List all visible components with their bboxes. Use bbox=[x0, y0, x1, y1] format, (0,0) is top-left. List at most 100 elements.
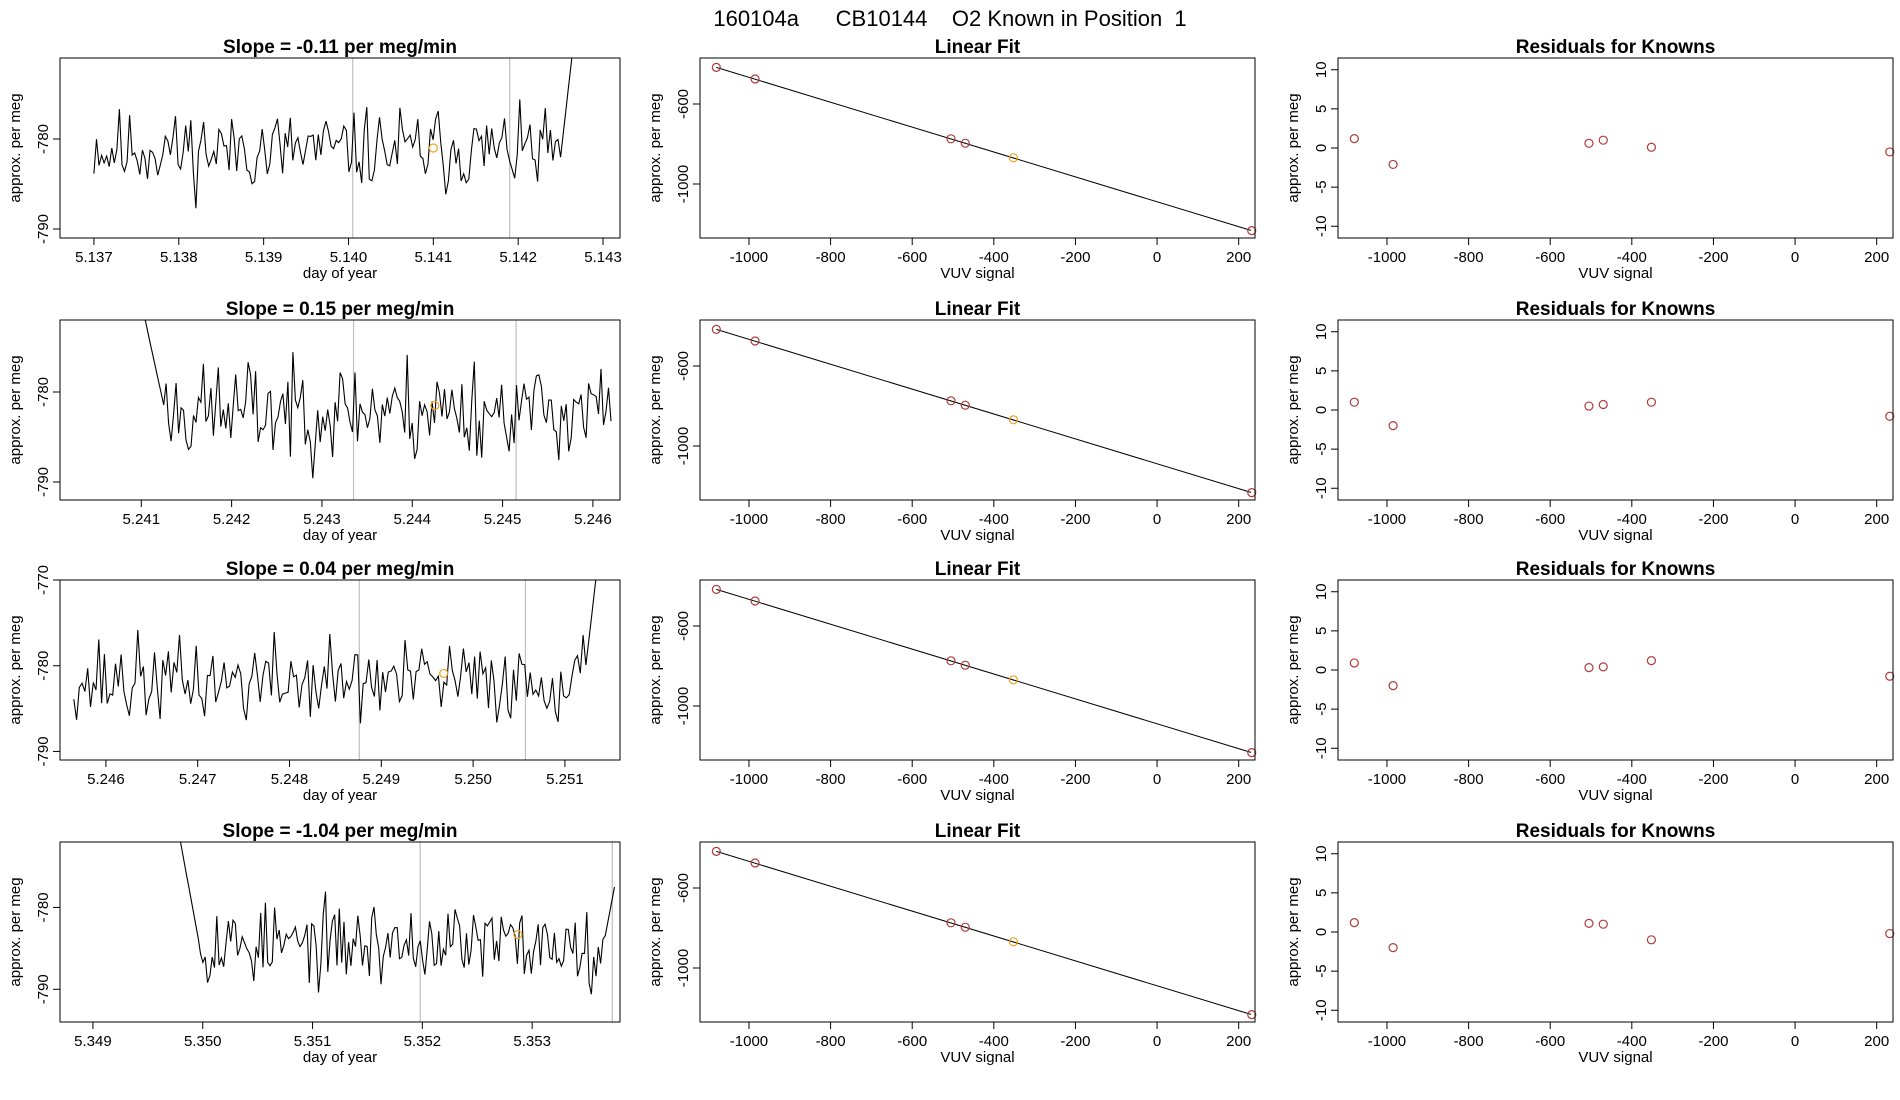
x-tick-label: -200 bbox=[1060, 511, 1090, 528]
x-tick-label: -200 bbox=[1060, 249, 1090, 266]
x-tick-label: 5.142 bbox=[499, 249, 537, 266]
panel-title: Linear Fit bbox=[935, 299, 1021, 320]
x-tick-label: 0 bbox=[1791, 249, 1799, 266]
data-point bbox=[1598, 919, 1608, 929]
panel-1-0: Linear Fit -1000 -800 -600 -400 -200 0 200 VUV s… bbox=[647, 37, 1257, 282]
unknown-point bbox=[1008, 153, 1019, 163]
y-tick-label: -790 bbox=[35, 467, 52, 497]
data-point bbox=[1885, 147, 1895, 157]
x-tick-label: -200 bbox=[1698, 249, 1728, 266]
y-tick-label: -780 bbox=[35, 651, 52, 681]
y-tick-label: -1000 bbox=[675, 165, 692, 203]
x-tick-label: 0 bbox=[1153, 1033, 1161, 1050]
fit-line bbox=[716, 328, 1252, 493]
y-tick-label: -790 bbox=[35, 214, 52, 244]
y-tick-label: 10 bbox=[1313, 61, 1330, 78]
unknown-point bbox=[1008, 937, 1019, 947]
panel-grid: Slope = -0.11 per meg/min 5.137 5.138 5.139… bbox=[7, 37, 1895, 1066]
panel-title: Linear Fit bbox=[935, 559, 1021, 580]
x-tick-label: 0 bbox=[1153, 249, 1161, 266]
x-tick-label: -400 bbox=[1617, 1033, 1647, 1050]
x-tick-label: -800 bbox=[816, 511, 846, 528]
data-point bbox=[1598, 662, 1608, 672]
x-tick-label: -400 bbox=[979, 1033, 1009, 1050]
y-tick-label: -780 bbox=[35, 377, 52, 407]
x-tick-label: 5.245 bbox=[484, 511, 522, 528]
x-tick-label: -400 bbox=[979, 771, 1009, 788]
data-point bbox=[750, 858, 760, 868]
y-tick-label: 5 bbox=[1313, 105, 1330, 113]
x-tick-label: 5.137 bbox=[75, 249, 113, 266]
y-axis-label: approx. per meg bbox=[7, 615, 24, 724]
x-axis-label: VUV signal bbox=[1578, 787, 1652, 804]
x-axis-label: VUV signal bbox=[940, 265, 1014, 282]
x-tick-label: 5.244 bbox=[393, 511, 431, 528]
x-tick-label: -1000 bbox=[1368, 249, 1406, 266]
data-point bbox=[946, 918, 956, 928]
x-tick-label: -400 bbox=[1617, 511, 1647, 528]
plot-frame bbox=[699, 319, 1256, 501]
x-tick-label: -200 bbox=[1698, 511, 1728, 528]
x-tick-label: -1000 bbox=[1368, 771, 1406, 788]
plot-frame bbox=[1337, 57, 1894, 239]
fit-line bbox=[716, 588, 1252, 753]
x-tick-label: -600 bbox=[1535, 771, 1565, 788]
plot-frame bbox=[59, 319, 621, 501]
x-tick-label: -800 bbox=[1454, 511, 1484, 528]
x-tick-label: 5.250 bbox=[454, 771, 492, 788]
x-tick-label: 5.141 bbox=[415, 249, 453, 266]
signal-trace bbox=[73, 580, 597, 724]
y-tick-label: 5 bbox=[1313, 889, 1330, 897]
data-point bbox=[1584, 138, 1594, 148]
data-point bbox=[1646, 656, 1657, 666]
data-point bbox=[960, 922, 970, 932]
data-point bbox=[960, 138, 970, 148]
x-tick-label: -1000 bbox=[1368, 1033, 1406, 1050]
x-tick-label: -600 bbox=[897, 1033, 927, 1050]
x-axis-label: VUV signal bbox=[1578, 1049, 1652, 1066]
y-tick-label: -780 bbox=[35, 124, 52, 154]
x-tick-label: -200 bbox=[1060, 1033, 1090, 1050]
y-axis-label: approx. per meg bbox=[647, 615, 664, 724]
x-axis-label: day of year bbox=[303, 527, 377, 544]
y-tick-label: -790 bbox=[35, 974, 52, 1004]
y-axis-label: approx. per meg bbox=[1285, 615, 1302, 724]
plot-frame bbox=[1337, 319, 1894, 501]
x-tick-label: 0 bbox=[1791, 771, 1799, 788]
x-tick-label: -400 bbox=[979, 249, 1009, 266]
data-point bbox=[946, 396, 956, 406]
panel-0-0: Slope = -0.11 per meg/min 5.137 5.138 5.139… bbox=[7, 37, 622, 282]
x-tick-label: 200 bbox=[1864, 1033, 1889, 1050]
x-tick-label: -800 bbox=[816, 249, 846, 266]
x-tick-label: 0 bbox=[1153, 771, 1161, 788]
x-axis-label: VUV signal bbox=[1578, 265, 1652, 282]
x-tick-label: -400 bbox=[979, 511, 1009, 528]
data-point bbox=[1598, 135, 1608, 145]
x-tick-label: -1000 bbox=[1368, 511, 1406, 528]
panel-title: Residuals for Knowns bbox=[1516, 37, 1716, 58]
panel-2-3: Residuals for Knowns-1000 -800 -600 -400 -20… bbox=[1285, 821, 1895, 1066]
x-tick-label: -600 bbox=[897, 771, 927, 788]
plot-frame bbox=[59, 841, 621, 1023]
data-point bbox=[960, 660, 970, 670]
y-tick-label: 0 bbox=[1313, 406, 1330, 414]
plot-frame bbox=[59, 579, 621, 761]
y-tick-label: 0 bbox=[1313, 666, 1330, 674]
x-tick-label: -800 bbox=[1454, 771, 1484, 788]
signal-trace bbox=[144, 320, 612, 479]
panel-1-2: Linear Fit -1000 -800 -600 -400 -200 0 200 VUV s… bbox=[647, 559, 1257, 804]
x-tick-label: -200 bbox=[1698, 1033, 1728, 1050]
panel-title: Linear Fit bbox=[935, 821, 1021, 842]
y-tick-label: -770 bbox=[35, 565, 52, 595]
x-tick-label: 200 bbox=[1864, 511, 1889, 528]
data-point bbox=[1247, 488, 1257, 498]
data-point bbox=[1584, 663, 1594, 673]
x-tick-label: 0 bbox=[1153, 511, 1161, 528]
panel-title: Residuals for Knowns bbox=[1516, 821, 1716, 842]
x-tick-label: -400 bbox=[1617, 771, 1647, 788]
data-point bbox=[946, 656, 956, 666]
x-tick-label: 5.246 bbox=[574, 511, 612, 528]
y-axis-label: approx. per meg bbox=[647, 355, 664, 464]
data-point bbox=[1885, 411, 1895, 421]
panel-title: Linear Fit bbox=[935, 37, 1021, 58]
